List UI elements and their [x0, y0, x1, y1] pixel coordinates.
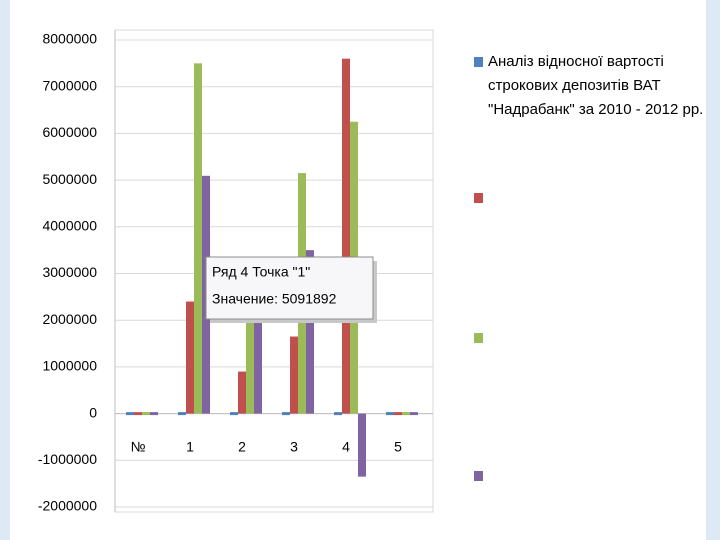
y-tick-label: 7000000: [42, 77, 97, 93]
y-tick-label: 4000000: [42, 218, 97, 234]
y-tick-label: 8000000: [42, 31, 97, 47]
y-tick-label: 0: [89, 404, 97, 420]
x-tick-label: 3: [290, 438, 298, 454]
bar: [342, 58, 350, 414]
bar: [394, 412, 402, 416]
x-tick-label: 5: [394, 438, 402, 454]
bar: [334, 412, 342, 416]
y-tick-label: -2000000: [38, 498, 97, 514]
y-tick-label: 6000000: [42, 124, 97, 140]
y-tick-label: 2000000: [42, 311, 97, 327]
legend-swatch: [474, 57, 483, 67]
x-tick-label: №: [130, 438, 145, 454]
bar: [126, 412, 134, 416]
legend-label: Аналіз відносної вартості строкових депо…: [488, 53, 704, 118]
right-edge: [706, 0, 720, 540]
x-tick-label: 4: [342, 438, 350, 454]
bar: [230, 412, 238, 416]
bar: [282, 412, 290, 416]
x-tick-label: 2: [238, 438, 246, 454]
bar: [358, 413, 366, 477]
bar: [246, 306, 254, 414]
bar: [194, 63, 202, 414]
bar: [290, 336, 298, 414]
bar: [238, 371, 246, 414]
y-tick-label: 3000000: [42, 264, 97, 280]
bar: [402, 412, 410, 416]
x-tick-label: 1: [186, 438, 194, 454]
bar: [178, 412, 186, 416]
legend-swatch: [474, 193, 483, 203]
legend-swatch: [474, 333, 483, 343]
y-tick-label: 1000000: [42, 358, 97, 374]
bar: [134, 412, 142, 416]
bar: [142, 412, 150, 416]
y-tick-label: -1000000: [38, 451, 97, 467]
tooltip: [205, 256, 374, 320]
legend-swatch: [474, 471, 483, 481]
tooltip-text: Значение: 5091892: [212, 291, 337, 307]
bar: [386, 412, 394, 416]
overlay-layer: Ряд 4 Точка "1" Значение: 5091892: [205, 256, 377, 323]
bar: [150, 412, 158, 416]
bar: [254, 315, 262, 414]
tooltip-title: Ряд 4 Точка "1": [212, 264, 310, 280]
left-edge: [0, 0, 10, 540]
bar: [410, 412, 418, 416]
y-tick-label: 5000000: [42, 171, 97, 187]
bar: [306, 250, 314, 414]
bar: [186, 301, 194, 414]
